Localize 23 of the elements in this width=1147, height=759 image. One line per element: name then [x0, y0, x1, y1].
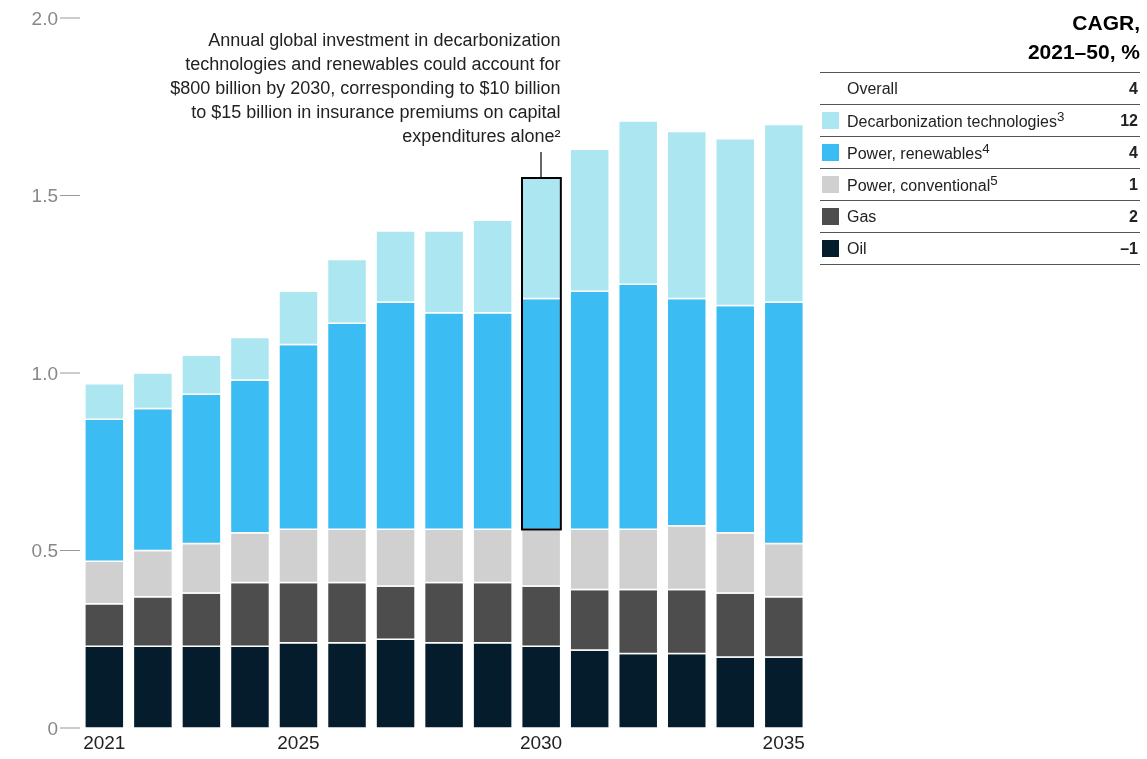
y-tick-label: 1.0 [31, 362, 58, 384]
text: –1 [1120, 239, 1138, 258]
y-tick-label: 0.5 [31, 540, 58, 562]
y-tick-label: 0 [47, 717, 58, 739]
text: 12 [1120, 111, 1138, 130]
text: 4 [1129, 143, 1138, 162]
legend-label: Power, renewables$^{4}$ [847, 141, 991, 164]
legend-label: Power, conventional$^{5}$ [847, 173, 999, 196]
text: CAGR, 2021–50, % [1027, 11, 1140, 63]
annotation: Annual global investment in decarbonization technologies and renewables could account for $800 billion by 2030, corresponding to $10 billion to $15 billion in insurance premiums on capital expenditures alone² [169, 28, 561, 148]
x-tick-label: 2021 [83, 732, 126, 754]
x-tick-label: 2035 [762, 732, 805, 754]
text: 4 [1129, 79, 1138, 98]
legend-label: Gas [847, 207, 878, 226]
legend-label: Decarbonization technologies$^{3}$ [847, 109, 1066, 132]
y-tick-label: 2.0 [31, 7, 58, 29]
legend-label: Oil [847, 239, 868, 258]
x-tick-label: 2025 [277, 732, 320, 754]
text: Overall [847, 79, 899, 98]
text: 2 [1129, 207, 1138, 226]
y-tick-label: 1.5 [31, 185, 58, 207]
text: 1 [1129, 175, 1138, 194]
x-tick-label: 2030 [519, 732, 563, 754]
